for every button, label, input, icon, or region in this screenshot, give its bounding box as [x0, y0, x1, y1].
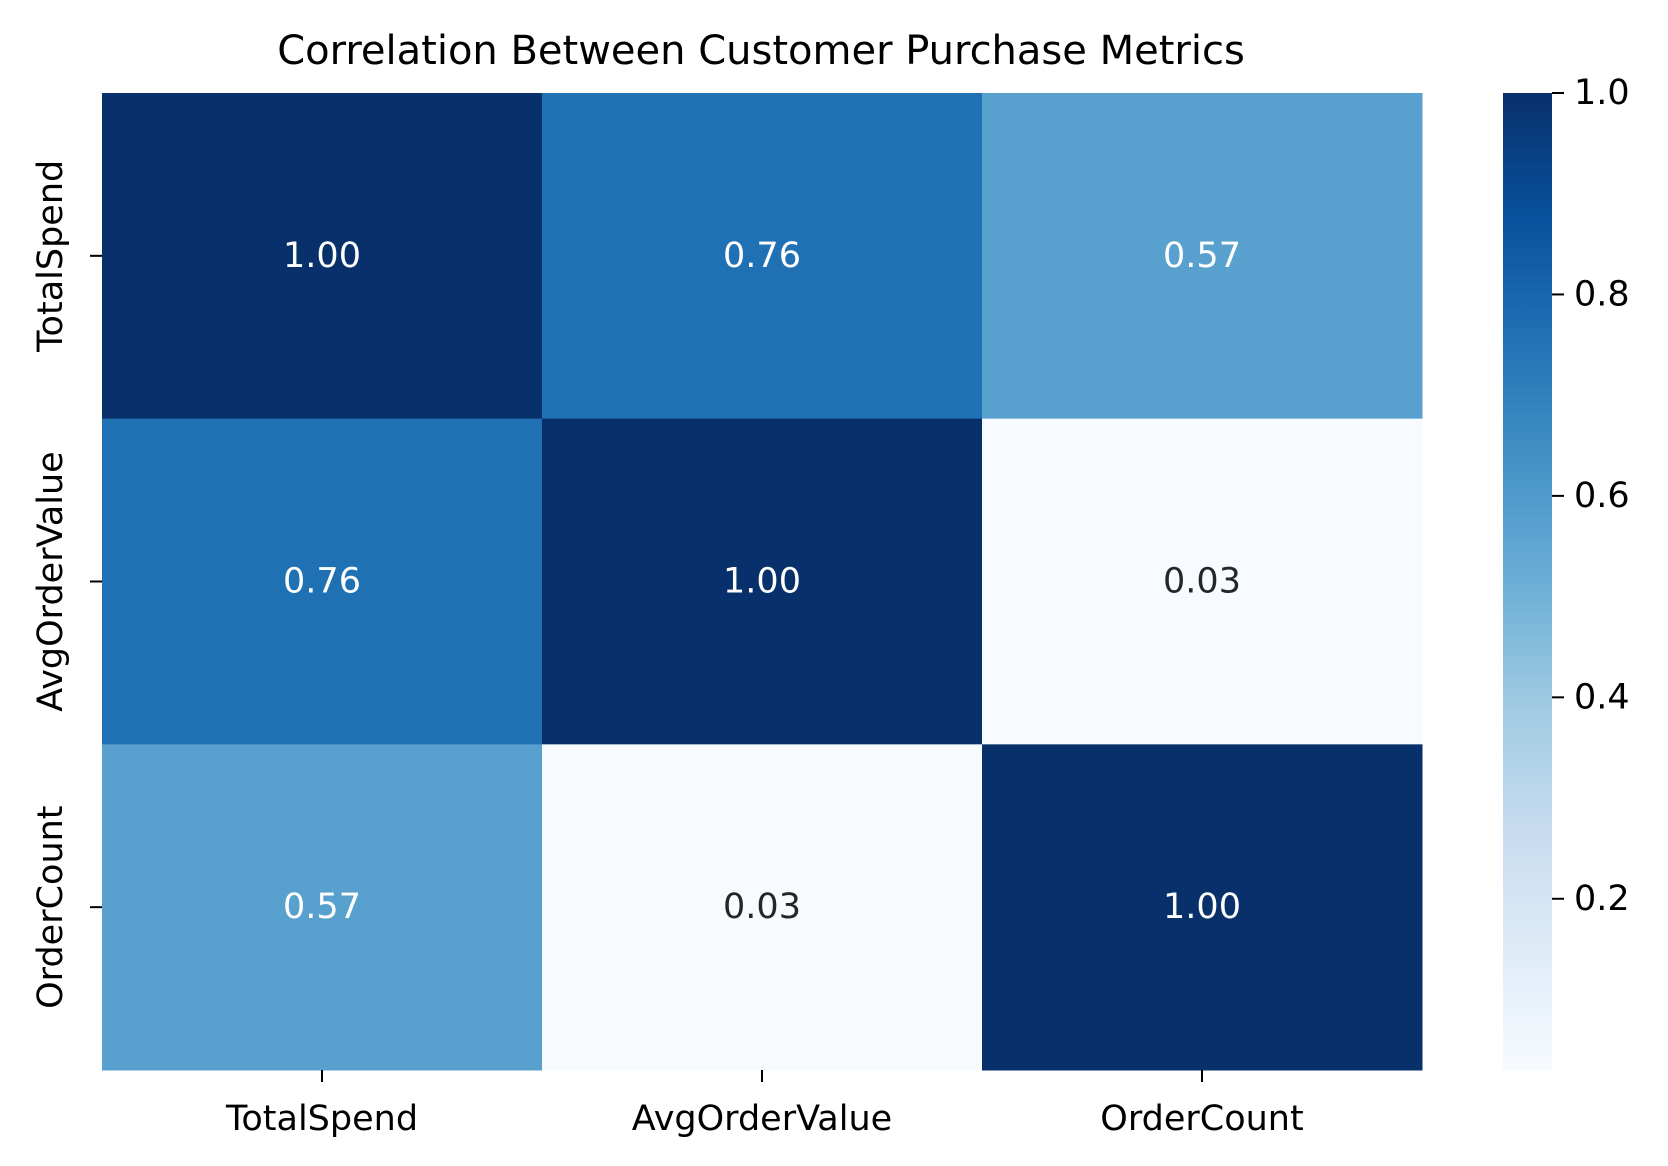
cell-value-label-1-1: 1.00	[723, 562, 801, 602]
y-tick-label-2: OrderCount	[31, 805, 71, 1008]
x-tick-label-1: AvgOrderValue	[632, 1099, 892, 1139]
colorbar: 0.2 0.4 0.6 0.8 1.0	[1503, 73, 1630, 1070]
y-axis: TotalSpend AvgOrderValue OrderCount	[31, 160, 102, 1009]
cell-value-label-2-1: 0.03	[723, 887, 801, 927]
x-tick-label-0: TotalSpend	[225, 1099, 418, 1139]
x-tick-label-2: OrderCount	[1100, 1099, 1303, 1139]
cell-value-label-0-1: 0.76	[723, 236, 801, 276]
x-axis: TotalSpend AvgOrderValue OrderCount	[225, 1070, 1304, 1139]
chart-title: Correlation Between Customer Purchase Me…	[277, 28, 1245, 74]
cell-value-label-0-0: 1.00	[283, 236, 361, 276]
colorbar-tick-label-2: 0.6	[1574, 476, 1630, 516]
colorbar-tick-label-4: 1.0	[1574, 73, 1630, 113]
colorbar-tick-label-3: 0.8	[1574, 274, 1630, 314]
colorbar-tick-label-1: 0.4	[1574, 677, 1630, 717]
heatmap-cell-labels: 1.00 0.76 0.57 0.76 1.00 0.03 0.57 0.03 1.00	[283, 236, 1241, 927]
heatmap-cell-2-1	[542, 744, 983, 1071]
cell-value-label-0-2: 0.57	[1163, 236, 1241, 276]
heatmap-cells	[102, 93, 1423, 1071]
cell-value-label-1-0: 0.76	[283, 562, 361, 602]
y-tick-label-0: TotalSpend	[31, 160, 71, 353]
heatmap-cell-0-2	[982, 93, 1423, 420]
colorbar-tick-label-0: 0.2	[1574, 879, 1630, 919]
y-tick-label-1: AvgOrderValue	[31, 451, 71, 711]
heatmap-cell-1-1	[542, 418, 983, 745]
heatmap-cell-1-0	[102, 418, 543, 745]
heatmap-cell-2-0	[102, 744, 543, 1071]
colorbar-gradient	[1503, 93, 1552, 1070]
cell-value-label-1-2: 0.03	[1163, 562, 1241, 602]
cell-value-label-2-0: 0.57	[283, 887, 361, 927]
colorbar-ticks: 0.2 0.4 0.6 0.8 1.0	[1552, 73, 1630, 919]
heatmap-cell-0-0	[102, 93, 543, 420]
cell-value-label-2-2: 1.00	[1163, 887, 1241, 927]
heatmap-cell-0-1	[542, 93, 983, 420]
heatmap-cell-2-2	[982, 744, 1423, 1071]
heatmap-cell-1-2	[982, 418, 1423, 745]
